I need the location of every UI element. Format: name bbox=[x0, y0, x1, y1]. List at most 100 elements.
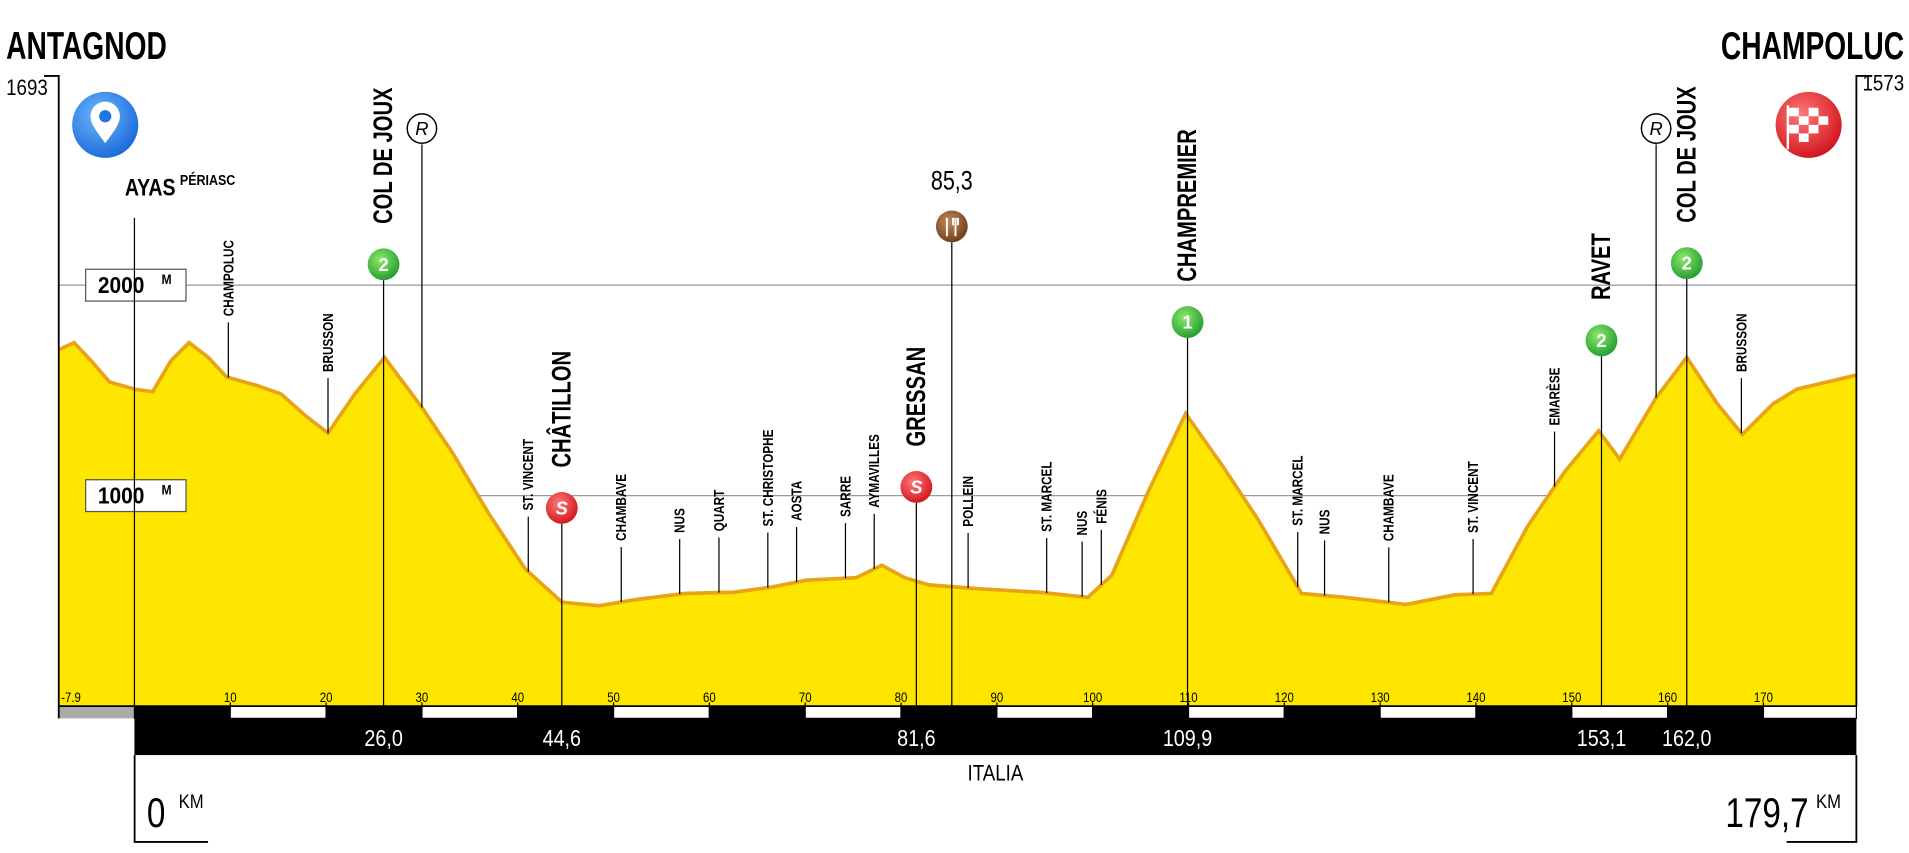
axis-segment bbox=[612, 705, 710, 719]
place-name: BRUSSON bbox=[1733, 313, 1750, 372]
axis-segment bbox=[421, 705, 519, 719]
elevation-line bbox=[57, 340, 1857, 608]
climbs-symbol: 2 bbox=[1682, 253, 1692, 274]
country: ITALIA bbox=[967, 761, 1023, 786]
climbs-name: CHAMPREMIER bbox=[1172, 129, 1203, 281]
climbs-name: COL DE JOUX bbox=[1671, 86, 1702, 223]
x-tick-label: 150 bbox=[1562, 690, 1581, 705]
distance-label: 44,6 bbox=[543, 724, 581, 751]
x-tick-label: 120 bbox=[1275, 690, 1294, 705]
end-km-unit: KM bbox=[1816, 791, 1841, 813]
climbs-badge bbox=[1670, 247, 1703, 280]
feed-km: 85,3 bbox=[931, 166, 973, 196]
x-tick-label: 20 bbox=[320, 690, 333, 705]
y-unit: M bbox=[162, 271, 172, 287]
place-name: CHAMBAVE bbox=[1380, 474, 1397, 541]
axis-segment bbox=[900, 705, 998, 719]
place-name: AYMAVILLES bbox=[866, 434, 883, 508]
place-name: ST. CHRISTOPHE bbox=[760, 429, 777, 526]
place-name: SARRE bbox=[837, 476, 854, 517]
finish-icon bbox=[1775, 91, 1842, 158]
place-name: CHAMPOLUC bbox=[220, 240, 237, 317]
climbs-badge bbox=[367, 248, 400, 281]
distance-label: 153,1 bbox=[1577, 724, 1626, 751]
place-name: QUART bbox=[711, 490, 728, 532]
refreshment-symbol: R bbox=[1649, 118, 1662, 139]
y-unit: M bbox=[162, 482, 172, 498]
refreshment-icon bbox=[1640, 113, 1672, 144]
end-km: 179,7 bbox=[1725, 789, 1808, 835]
end-elevation: 1573 bbox=[1862, 71, 1904, 96]
start-elevation: 1693 bbox=[6, 76, 48, 101]
axis-segment bbox=[804, 705, 902, 719]
feed-cutlery bbox=[945, 217, 959, 237]
axis-segment bbox=[1187, 705, 1285, 719]
distance-label: 26,0 bbox=[364, 724, 402, 751]
axis-segment bbox=[1475, 705, 1573, 719]
axis-grey bbox=[58, 706, 135, 719]
y-tick-label: 2000 bbox=[98, 272, 145, 298]
axis-segment bbox=[1379, 705, 1477, 719]
x-tick-label: 160 bbox=[1658, 690, 1677, 705]
x-tick-label: 40 bbox=[511, 690, 524, 705]
place-name: FÉNIS bbox=[1093, 489, 1110, 524]
place-name: ST. VINCENT bbox=[1465, 461, 1482, 533]
axis-segment bbox=[1571, 705, 1669, 719]
elevation-area bbox=[58, 342, 1857, 707]
town-name: AYAS bbox=[125, 173, 176, 201]
axis-segment bbox=[1666, 705, 1765, 719]
end-name: CHAMPOLUC bbox=[1721, 25, 1904, 69]
sprints-name: CHÂTILLON bbox=[545, 351, 577, 468]
town-sub: PÉRIASC bbox=[180, 172, 236, 188]
place-name: ST. VINCENT bbox=[520, 439, 537, 511]
x-tick-label: 170 bbox=[1754, 690, 1773, 705]
axis-segment bbox=[1092, 705, 1190, 719]
climbs-name: COL DE JOUX bbox=[368, 87, 399, 224]
x-tick-label: 30 bbox=[416, 690, 429, 705]
place-name: BRUSSON bbox=[320, 313, 337, 372]
place-name: POLLEIN bbox=[960, 476, 977, 527]
x-tick-label: 50 bbox=[607, 690, 620, 705]
start-name: ANTAGNOD bbox=[6, 25, 167, 69]
climbs-badge bbox=[1585, 324, 1618, 357]
x-tick-label: 70 bbox=[799, 690, 812, 705]
place-name: EMARÈSE bbox=[1546, 367, 1563, 425]
distance-label: 162,0 bbox=[1662, 724, 1711, 751]
climbs-symbol: 2 bbox=[1596, 330, 1606, 351]
start-km: 0 bbox=[147, 789, 166, 835]
axis-segment bbox=[229, 705, 327, 719]
x-tick-label: 110 bbox=[1179, 690, 1197, 705]
y-tick-box bbox=[85, 268, 187, 302]
x-tick-label: 10 bbox=[224, 690, 237, 705]
climbs-name: RAVET bbox=[1586, 233, 1617, 300]
x-tick-label: 140 bbox=[1466, 690, 1485, 705]
distance-label: 109,9 bbox=[1163, 724, 1212, 751]
axis-segment bbox=[708, 705, 806, 719]
sprints-badge bbox=[900, 471, 933, 503]
distance-bar bbox=[134, 718, 1857, 756]
x-tick-label: 90 bbox=[990, 690, 1003, 705]
x-tick-label: 130 bbox=[1371, 690, 1390, 705]
frame bbox=[44, 74, 1873, 843]
y-tick-box bbox=[85, 479, 187, 513]
x-tick-label: 80 bbox=[895, 690, 908, 705]
place-name: ST. MARCEL bbox=[1038, 461, 1055, 531]
axis-segment bbox=[133, 705, 231, 719]
y-tick-label: 1000 bbox=[98, 483, 145, 509]
refreshment-symbol: R bbox=[415, 118, 428, 139]
axis-segment bbox=[1283, 705, 1381, 719]
x-tick-label: 60 bbox=[703, 690, 716, 705]
axis-segment bbox=[996, 705, 1094, 719]
axis-segment bbox=[1762, 705, 1857, 719]
place-name: CHAMBAVE bbox=[613, 474, 630, 541]
distance-label: 81,6 bbox=[897, 724, 935, 751]
sprints-symbol: S bbox=[556, 497, 569, 518]
refreshment-icon bbox=[406, 113, 438, 144]
start-icon bbox=[72, 91, 139, 158]
climbs-symbol: 2 bbox=[378, 254, 388, 275]
axis-segment bbox=[325, 705, 423, 719]
place-name: NUS bbox=[1074, 511, 1091, 536]
sprints-symbol: S bbox=[910, 476, 923, 497]
